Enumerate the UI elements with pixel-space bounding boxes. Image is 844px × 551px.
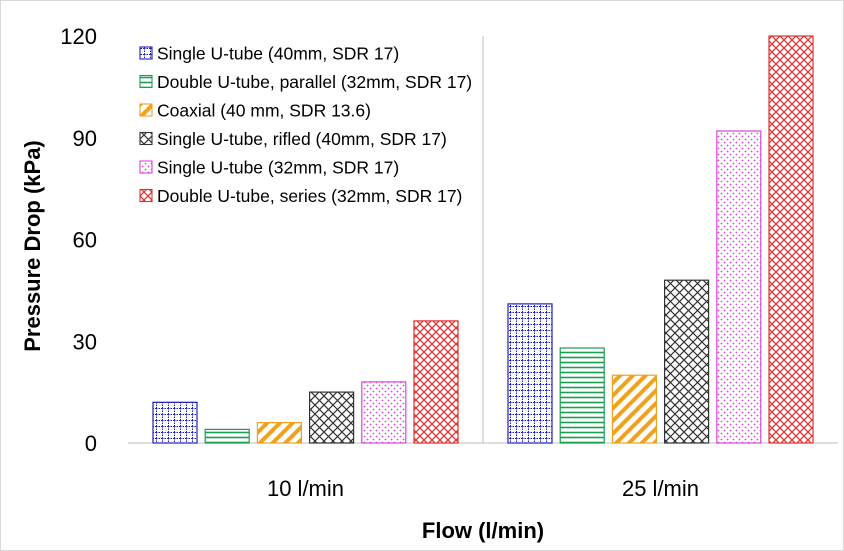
y-tick-label: 120	[60, 24, 97, 49]
legend-swatch	[139, 131, 153, 146]
x-axis-title: Flow (l/min)	[422, 518, 544, 543]
bar-6-1	[413, 320, 459, 444]
y-tick-label: 30	[73, 329, 97, 354]
bar-3-1	[256, 422, 302, 444]
bar-1-1	[152, 401, 198, 444]
y-tick-label: 60	[73, 228, 97, 253]
legend-label: Single U-tube (40mm, SDR 17)	[157, 44, 399, 64]
y-tick-label: 0	[85, 431, 97, 456]
x-tick-label: 10 l/min	[267, 476, 344, 501]
bar-5-2	[716, 130, 762, 444]
y-tick-label: 90	[73, 126, 97, 151]
legend-swatch	[139, 160, 153, 174]
y-axis-title: Pressure Drop (kPa)	[20, 140, 45, 352]
bar-5-1	[361, 381, 407, 444]
legend-label: Double U-tube, series (32mm, SDR 17)	[157, 186, 462, 206]
bar-2-2	[559, 347, 605, 444]
bar-4-1	[309, 391, 355, 444]
bar-6-2	[768, 35, 814, 444]
legend-swatch	[139, 103, 153, 117]
bar-3-2	[611, 374, 658, 444]
x-tick-label: 25 l/min	[622, 476, 699, 501]
bar-1-2	[507, 303, 553, 444]
legend-label: Single U-tube, rifled (40mm, SDR 17)	[157, 129, 447, 149]
bar-4-2	[663, 279, 710, 444]
legend-label: Double U-tube, parallel (32mm, SDR 17)	[157, 72, 472, 92]
legend-swatch	[139, 46, 153, 60]
legend-swatch	[139, 188, 153, 203]
legend-swatch	[139, 74, 153, 89]
legend-label: Single U-tube (32mm, SDR 17)	[157, 158, 399, 178]
legend-label: Coaxial (40 mm, SDR 13.6)	[157, 101, 371, 121]
bar-2-1	[204, 428, 250, 444]
